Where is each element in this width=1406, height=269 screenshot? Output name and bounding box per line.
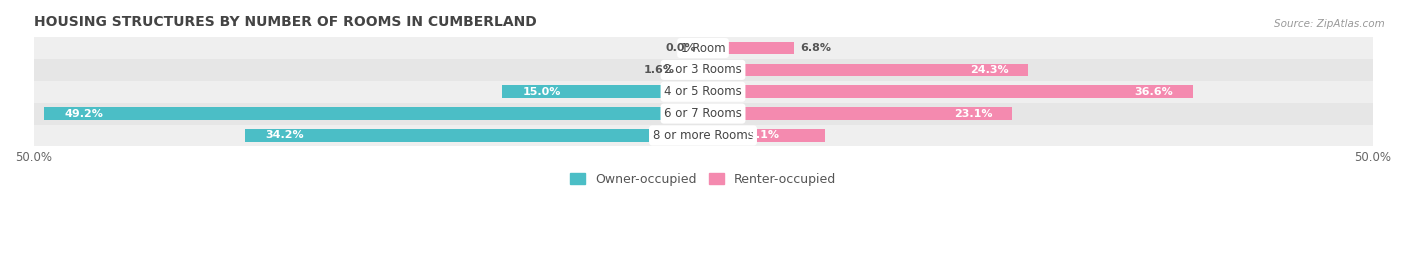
Text: 6 or 7 Rooms: 6 or 7 Rooms — [664, 107, 742, 120]
Text: 49.2%: 49.2% — [65, 109, 103, 119]
Text: 0.0%: 0.0% — [665, 43, 696, 53]
Text: 6.8%: 6.8% — [801, 43, 832, 53]
Text: HOUSING STRUCTURES BY NUMBER OF ROOMS IN CUMBERLAND: HOUSING STRUCTURES BY NUMBER OF ROOMS IN… — [34, 15, 536, 29]
Bar — [34, 37, 1372, 59]
Bar — [682, 63, 703, 76]
Text: 36.6%: 36.6% — [1135, 87, 1173, 97]
Bar — [245, 129, 703, 142]
Text: 23.1%: 23.1% — [953, 109, 993, 119]
Text: 34.2%: 34.2% — [266, 130, 304, 140]
Text: 2 or 3 Rooms: 2 or 3 Rooms — [664, 63, 742, 76]
Bar — [34, 81, 1372, 103]
Text: 15.0%: 15.0% — [522, 87, 561, 97]
Text: 1.6%: 1.6% — [644, 65, 675, 75]
Bar — [703, 85, 1194, 98]
Bar — [703, 129, 825, 142]
Bar — [34, 125, 1372, 146]
Text: 24.3%: 24.3% — [970, 65, 1008, 75]
Bar — [703, 42, 794, 54]
Text: 9.1%: 9.1% — [748, 130, 779, 140]
Bar — [34, 103, 1372, 125]
Bar — [502, 85, 703, 98]
Text: 1 Room: 1 Room — [681, 41, 725, 55]
Bar — [703, 107, 1012, 120]
Text: 4 or 5 Rooms: 4 or 5 Rooms — [664, 85, 742, 98]
Bar — [34, 59, 1372, 81]
Text: 8 or more Rooms: 8 or more Rooms — [652, 129, 754, 142]
Legend: Owner-occupied, Renter-occupied: Owner-occupied, Renter-occupied — [569, 173, 837, 186]
Text: Source: ZipAtlas.com: Source: ZipAtlas.com — [1274, 19, 1385, 29]
Bar — [44, 107, 703, 120]
Bar — [703, 63, 1028, 76]
